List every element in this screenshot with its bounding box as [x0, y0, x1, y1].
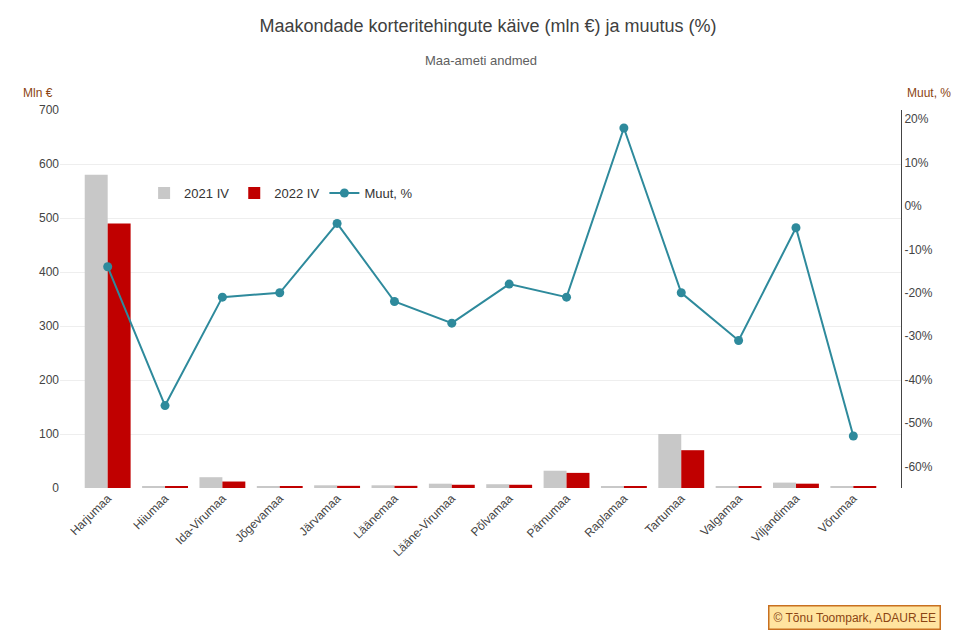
svg-text:-10%: -10% [904, 243, 932, 257]
svg-text:100: 100 [39, 427, 59, 441]
svg-text:20%: 20% [904, 112, 928, 126]
svg-text:Valgamaa: Valgamaa [697, 491, 745, 539]
svg-text:Pärnumaa: Pärnumaa [524, 491, 573, 540]
svg-text:Maakondade korteritehingute kä: Maakondade korteritehingute käive (mln €… [259, 16, 716, 36]
svg-text:Põlvamaa: Põlvamaa [468, 491, 516, 539]
svg-text:© Tõnu Toompark, ADAUR.EE: © Tõnu Toompark, ADAUR.EE [774, 611, 936, 625]
svg-text:2022 IV: 2022 IV [274, 186, 319, 201]
svg-text:Järvamaa: Järvamaa [296, 491, 343, 538]
svg-text:Ida-Virumaa: Ida-Virumaa [173, 491, 229, 547]
svg-text:-40%: -40% [904, 373, 932, 387]
svg-text:10%: 10% [904, 156, 928, 170]
svg-text:0: 0 [52, 481, 59, 495]
svg-text:700: 700 [39, 103, 59, 117]
svg-text:Muut, %: Muut, % [364, 186, 412, 201]
svg-text:Võrumaa: Võrumaa [815, 491, 860, 536]
svg-text:-60%: -60% [904, 460, 932, 474]
svg-text:-30%: -30% [904, 329, 932, 343]
svg-text:Raplamaa: Raplamaa [582, 491, 631, 540]
svg-text:Muut, %: Muut, % [907, 86, 951, 100]
svg-text:600: 600 [39, 157, 59, 171]
svg-text:500: 500 [39, 211, 59, 225]
svg-text:200: 200 [39, 373, 59, 387]
svg-text:-20%: -20% [904, 286, 932, 300]
svg-text:Läänemaa: Läänemaa [351, 491, 401, 541]
svg-text:Harjumaa: Harjumaa [67, 491, 114, 538]
svg-text:2021 IV: 2021 IV [184, 186, 229, 201]
svg-text:0%: 0% [904, 199, 922, 213]
svg-text:Mln €: Mln € [23, 86, 53, 100]
svg-text:Maa-ameti andmed: Maa-ameti andmed [425, 53, 537, 68]
svg-text:Jõgevamaa: Jõgevamaa [232, 491, 286, 545]
svg-text:Lääne-Virumaa: Lääne-Virumaa [390, 491, 458, 559]
svg-text:-50%: -50% [904, 416, 932, 430]
svg-text:400: 400 [39, 265, 59, 279]
svg-text:Tartumaa: Tartumaa [642, 491, 688, 537]
svg-text:Viljandimaa: Viljandimaa [749, 491, 803, 545]
svg-text:Hiiumaa: Hiiumaa [130, 491, 171, 532]
svg-text:300: 300 [39, 319, 59, 333]
